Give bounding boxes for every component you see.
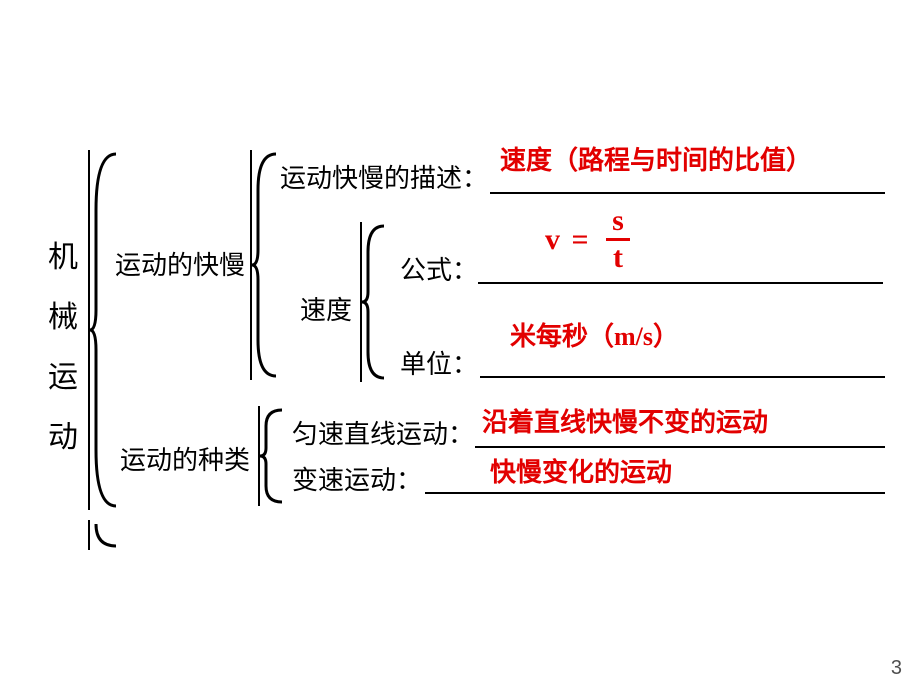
root-char-1: 械	[48, 292, 78, 336]
formula-label: 公式：	[400, 250, 478, 287]
uniform-underline	[475, 446, 885, 448]
uniform-label: 匀速直线运动：	[292, 414, 474, 451]
root-char-0: 机	[48, 232, 78, 276]
root-char-2: 运	[48, 352, 78, 396]
formula-lhs: v	[545, 223, 560, 257]
velocity-label: 速度	[300, 290, 352, 327]
varied-label: 变速运动：	[292, 460, 422, 497]
varied-answer: 快慢变化的运动	[490, 452, 672, 489]
formula-underline	[478, 282, 883, 284]
desc-label: 运动快慢的描述：	[280, 158, 488, 195]
formula-frac: s t	[606, 206, 630, 273]
brace-speed	[250, 150, 278, 380]
root-char-3: 动	[48, 412, 78, 456]
brace-type	[258, 406, 284, 506]
branch-speed-label: 运动的快慢	[115, 245, 245, 282]
branch-type-label: 运动的种类	[120, 440, 250, 477]
uniform-answer: 沿着直线快慢不变的运动	[482, 402, 768, 439]
desc-answer: 速度（路程与时间的比值）	[500, 140, 812, 177]
brace-tail	[88, 520, 118, 550]
brace-velocity	[360, 222, 386, 382]
formula-eq: =	[572, 223, 589, 257]
formula-num: s	[606, 206, 630, 238]
desc-underline	[490, 192, 885, 194]
unit-label: 单位：	[400, 344, 478, 381]
formula-den: t	[606, 238, 630, 273]
page-number: 3	[891, 657, 902, 680]
varied-underline	[425, 492, 885, 494]
brace-root	[88, 150, 118, 510]
unit-underline	[480, 376, 885, 378]
diagram-canvas: 机 械 运 动 运动的快慢 运动快慢的描述： 速度（路程与时间的比值） 速度 公…	[0, 0, 920, 690]
formula-expr: v = s t	[545, 206, 630, 273]
unit-answer: 米每秒（m/s）	[510, 316, 679, 353]
